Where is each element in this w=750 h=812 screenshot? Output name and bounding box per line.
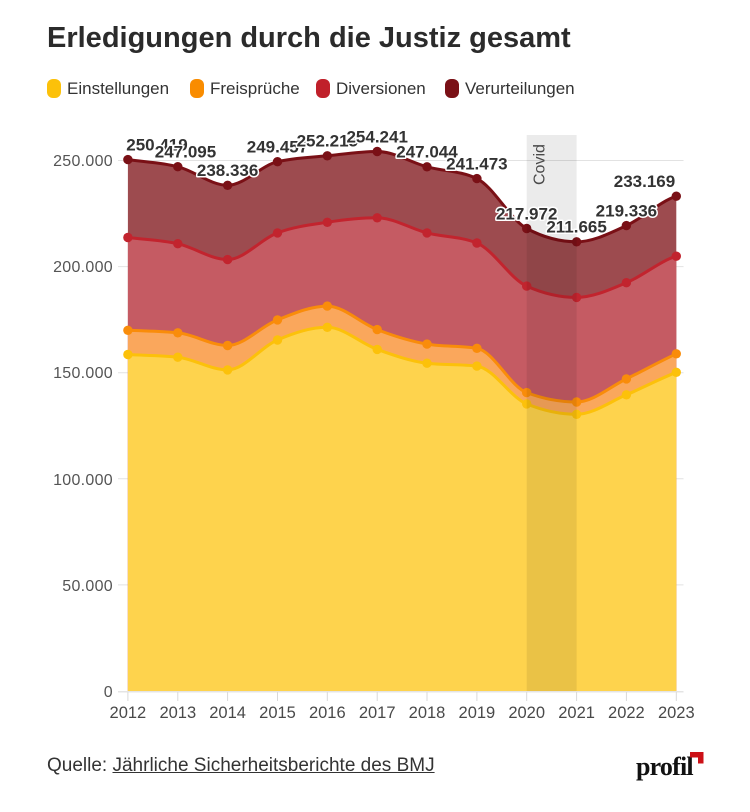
svg-text:252.215: 252.215 bbox=[297, 132, 358, 151]
svg-text:241.473: 241.473 bbox=[446, 154, 507, 173]
svg-text:219.336: 219.336 bbox=[596, 201, 657, 220]
svg-text:Covid: Covid bbox=[532, 144, 549, 185]
svg-text:211.665: 211.665 bbox=[546, 218, 607, 237]
svg-text:247.095: 247.095 bbox=[155, 143, 216, 162]
svg-text:233.169: 233.169 bbox=[614, 172, 675, 191]
svg-text:249.457: 249.457 bbox=[247, 138, 308, 157]
svg-text:254.241: 254.241 bbox=[346, 127, 407, 146]
svg-text:250.419: 250.419 bbox=[126, 135, 187, 154]
svg-text:238.336: 238.336 bbox=[197, 161, 258, 180]
svg-text:247.044: 247.044 bbox=[396, 143, 458, 162]
svg-text:217.972: 217.972 bbox=[496, 204, 557, 223]
